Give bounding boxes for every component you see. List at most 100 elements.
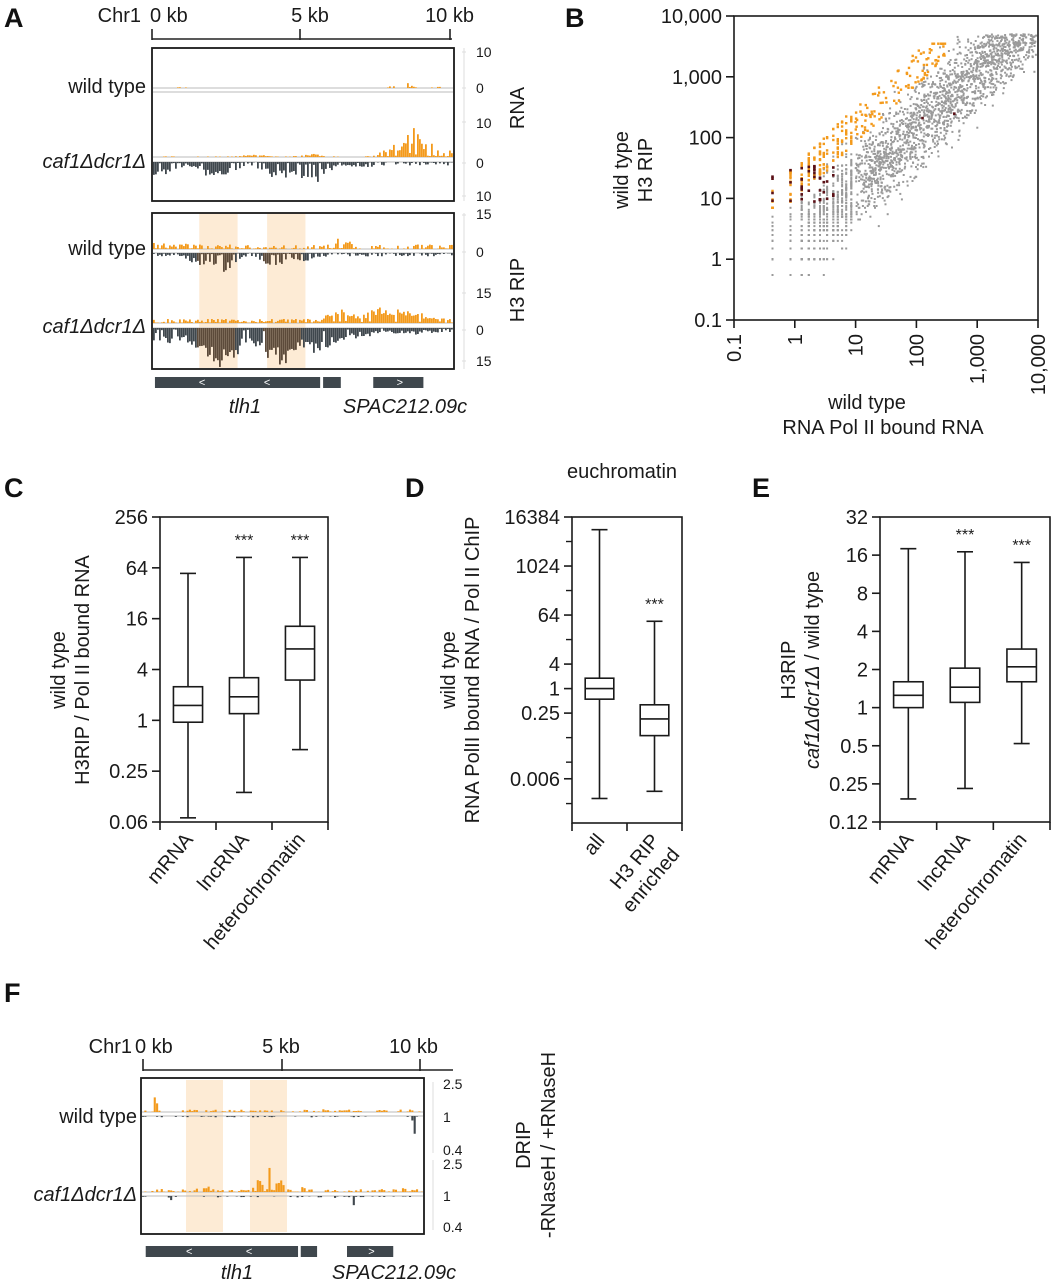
signal-bar xyxy=(337,314,339,323)
scatter-point-gray xyxy=(800,195,803,198)
scatter-point-gray xyxy=(953,114,956,117)
scatter-point-gray xyxy=(908,125,911,128)
scatter-point-gray xyxy=(1006,50,1009,53)
scatter-point-gray xyxy=(915,107,918,110)
scatter-point-orange xyxy=(925,63,929,67)
signal-bar xyxy=(378,1189,381,1192)
signal-bar xyxy=(249,1196,252,1197)
y-tick-label: 0.1 xyxy=(694,310,722,332)
signal-bar xyxy=(245,155,247,157)
scatter-point-gray xyxy=(873,156,876,159)
signal-bar xyxy=(411,162,413,164)
signal-bar xyxy=(253,154,255,157)
signal-bar xyxy=(397,245,399,249)
signal-bar xyxy=(331,1191,334,1192)
signal-bar xyxy=(157,328,159,330)
scatter-point-gray xyxy=(979,96,981,99)
scatter-point-gray xyxy=(789,215,792,218)
signal-bar xyxy=(405,328,407,333)
scatter-point-gray xyxy=(887,173,890,176)
scatter-point-gray xyxy=(836,164,839,167)
scatter-point-gray xyxy=(943,127,946,129)
scatter-point-gray xyxy=(836,190,839,193)
signal-bar xyxy=(401,253,403,256)
signal-bar xyxy=(294,1116,297,1117)
x-category-label: all xyxy=(580,830,610,859)
scatter-point-orange xyxy=(845,131,848,134)
signal-bar xyxy=(439,321,441,323)
scatter-point-gray xyxy=(923,109,926,112)
scatter-point-orange xyxy=(800,164,803,168)
signal-bar xyxy=(205,1110,208,1112)
scatter-point-gray xyxy=(881,141,884,144)
scatter-point-gray xyxy=(996,80,999,83)
signal-bar xyxy=(441,155,443,157)
scatter-point-gray xyxy=(927,82,930,85)
signal-bar xyxy=(167,319,169,323)
scatter-point-gray xyxy=(1034,53,1037,56)
scatter-point-gray xyxy=(841,210,844,213)
scatter-point-gray xyxy=(909,130,911,133)
scatter-point-orange xyxy=(813,158,816,161)
signal-bar xyxy=(357,1110,360,1112)
scatter-point-gray xyxy=(1007,57,1010,60)
scatter-point-gray xyxy=(878,164,881,167)
scatter-point-gray xyxy=(943,138,946,141)
scatter-point-gray xyxy=(943,109,946,112)
scatter-point-gray xyxy=(889,163,892,166)
scatter-point-gray xyxy=(1001,49,1004,52)
scatter-point-gray xyxy=(826,239,829,242)
scatter-point-gray xyxy=(985,59,988,62)
scatter-point-gray xyxy=(826,190,829,193)
signal-bar xyxy=(305,253,307,261)
signal-bar xyxy=(283,253,285,255)
scatter-point-gray xyxy=(836,195,839,198)
scatter-point-gray xyxy=(936,97,939,100)
scatter-point-orange xyxy=(939,42,943,45)
scatter-point-gray xyxy=(1001,58,1004,61)
signal-bar xyxy=(437,150,439,157)
scatter-point-orange xyxy=(896,69,899,73)
rna-block-label: RNA xyxy=(507,86,529,129)
signal-bar xyxy=(315,162,317,177)
signal-bar xyxy=(267,162,269,169)
scatter-point-heterochromatin xyxy=(813,171,816,175)
scatter-point-gray xyxy=(907,123,910,126)
scatter-point-gray xyxy=(918,124,921,127)
scatter-point-gray xyxy=(959,110,962,113)
scatter-point-gray xyxy=(964,62,967,65)
signal-bar xyxy=(405,162,407,164)
signal-bar xyxy=(375,246,377,249)
scatter-point-gray xyxy=(923,94,926,97)
signal-bar xyxy=(431,245,433,249)
scatter-point-gray xyxy=(918,110,921,113)
scatter-point-gray xyxy=(850,208,853,211)
scatter-point-gray xyxy=(894,157,896,160)
signal-bar xyxy=(381,156,383,157)
y-tick-label: 0.4 xyxy=(443,1219,463,1235)
signal-bar xyxy=(433,155,435,157)
scatter-point-gray xyxy=(945,75,948,78)
signal-bar xyxy=(185,320,187,323)
scatter-point-gray xyxy=(819,218,821,221)
scatter-point-gray xyxy=(937,71,940,74)
panel-letter-e: E xyxy=(752,473,770,503)
signal-bar xyxy=(291,1111,294,1112)
scatter-point-gray xyxy=(927,111,930,114)
scatter-point-gray xyxy=(983,56,986,59)
signal-bar xyxy=(223,1111,227,1112)
scatter-point-gray xyxy=(937,86,940,89)
scatter-point-gray xyxy=(1017,43,1020,46)
scatter-point-gray xyxy=(975,87,978,90)
scatter-point-gray xyxy=(897,112,900,115)
scatter-point-orange xyxy=(840,151,844,154)
scatter-point-gray xyxy=(940,100,943,103)
scatter-point-gray xyxy=(897,153,900,156)
scatter-point-gray xyxy=(945,74,948,77)
signal-bar xyxy=(435,319,437,323)
scatter-point-gray xyxy=(991,40,994,43)
scatter-point-gray xyxy=(946,98,949,101)
signal-bar xyxy=(299,253,301,261)
signal-bar xyxy=(303,1188,306,1192)
scatter-point-gray xyxy=(1022,41,1025,44)
